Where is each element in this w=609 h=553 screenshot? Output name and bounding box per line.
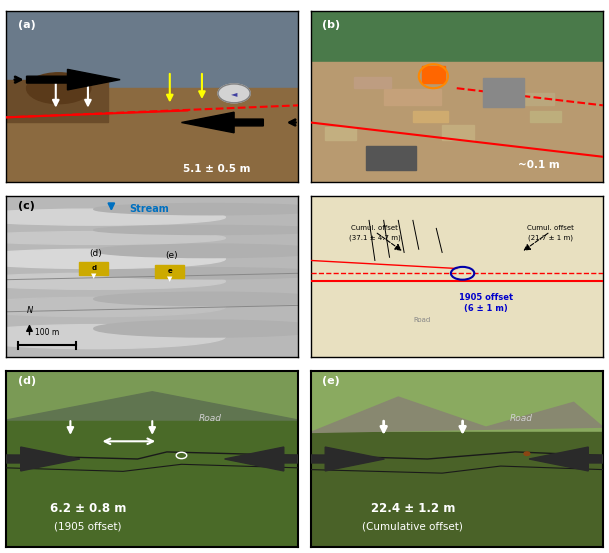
- Text: Road: Road: [199, 414, 222, 423]
- Ellipse shape: [0, 232, 225, 244]
- Text: e: e: [167, 268, 172, 274]
- Bar: [530, 103, 569, 122]
- Text: (1905 offset): (1905 offset): [54, 521, 122, 531]
- Text: (37.1 ± 4.7 m): (37.1 ± 4.7 m): [349, 235, 401, 241]
- Bar: [6, 88, 298, 182]
- Bar: [442, 125, 490, 140]
- Ellipse shape: [0, 273, 225, 289]
- Text: (6 ± 1 m): (6 ± 1 m): [464, 304, 508, 313]
- Text: 22.4 ± 1.2 m: 22.4 ± 1.2 m: [371, 502, 455, 515]
- Bar: [6, 80, 108, 123]
- FancyArrow shape: [308, 447, 384, 471]
- Ellipse shape: [94, 244, 328, 258]
- Text: (e): (e): [165, 251, 178, 260]
- Bar: [325, 128, 361, 140]
- Bar: [6, 420, 298, 547]
- Bar: [311, 62, 603, 182]
- Text: ▼: ▼: [91, 273, 96, 279]
- Bar: [421, 66, 445, 83]
- FancyBboxPatch shape: [155, 265, 185, 278]
- Bar: [384, 87, 438, 105]
- FancyArrow shape: [27, 69, 120, 90]
- Text: Cumul. offset: Cumul. offset: [351, 226, 398, 231]
- Bar: [311, 432, 603, 547]
- Ellipse shape: [0, 298, 225, 316]
- Text: (c): (c): [18, 201, 35, 211]
- Polygon shape: [311, 397, 603, 432]
- Text: (21.7 ± 1 m): (21.7 ± 1 m): [528, 235, 573, 241]
- Bar: [6, 371, 298, 420]
- FancyBboxPatch shape: [483, 78, 524, 107]
- Ellipse shape: [94, 226, 328, 234]
- Bar: [311, 11, 603, 62]
- Text: (e): (e): [322, 376, 340, 386]
- FancyArrow shape: [225, 447, 301, 471]
- Ellipse shape: [94, 204, 328, 215]
- Text: (a): (a): [18, 20, 35, 30]
- FancyArrow shape: [529, 447, 606, 471]
- Bar: [354, 77, 402, 88]
- Text: (Cumulative offset): (Cumulative offset): [362, 521, 463, 531]
- Ellipse shape: [27, 73, 91, 103]
- Text: Road: Road: [510, 414, 532, 423]
- Bar: [6, 11, 298, 88]
- Bar: [501, 95, 538, 105]
- Ellipse shape: [94, 268, 328, 279]
- FancyArrow shape: [181, 112, 263, 133]
- Bar: [311, 371, 603, 432]
- Ellipse shape: [0, 209, 225, 225]
- Text: ◄: ◄: [231, 89, 238, 98]
- Text: ▼: ▼: [167, 276, 172, 282]
- Ellipse shape: [94, 320, 328, 337]
- Text: Stream: Stream: [129, 205, 169, 215]
- Text: N: N: [26, 306, 33, 315]
- Text: 100 m: 100 m: [35, 328, 59, 337]
- FancyBboxPatch shape: [366, 147, 416, 170]
- Circle shape: [218, 84, 250, 103]
- FancyArrow shape: [3, 447, 80, 471]
- Text: d: d: [91, 265, 96, 270]
- Text: (d): (d): [89, 249, 102, 258]
- FancyBboxPatch shape: [79, 262, 108, 275]
- Text: 1905 offset: 1905 offset: [459, 293, 513, 302]
- Text: Cumul. offset: Cumul. offset: [527, 226, 574, 231]
- Circle shape: [524, 452, 530, 456]
- Text: ~0.1 m: ~0.1 m: [518, 160, 560, 170]
- Bar: [413, 102, 459, 122]
- Ellipse shape: [94, 292, 328, 306]
- Ellipse shape: [0, 249, 225, 268]
- Polygon shape: [6, 392, 298, 420]
- Text: (d): (d): [18, 376, 36, 386]
- Text: 6.2 ± 0.8 m: 6.2 ± 0.8 m: [50, 502, 126, 515]
- Text: Road: Road: [413, 317, 431, 323]
- Text: (b): (b): [322, 20, 340, 30]
- Ellipse shape: [0, 325, 225, 349]
- Text: 5.1 ± 0.5 m: 5.1 ± 0.5 m: [183, 164, 250, 174]
